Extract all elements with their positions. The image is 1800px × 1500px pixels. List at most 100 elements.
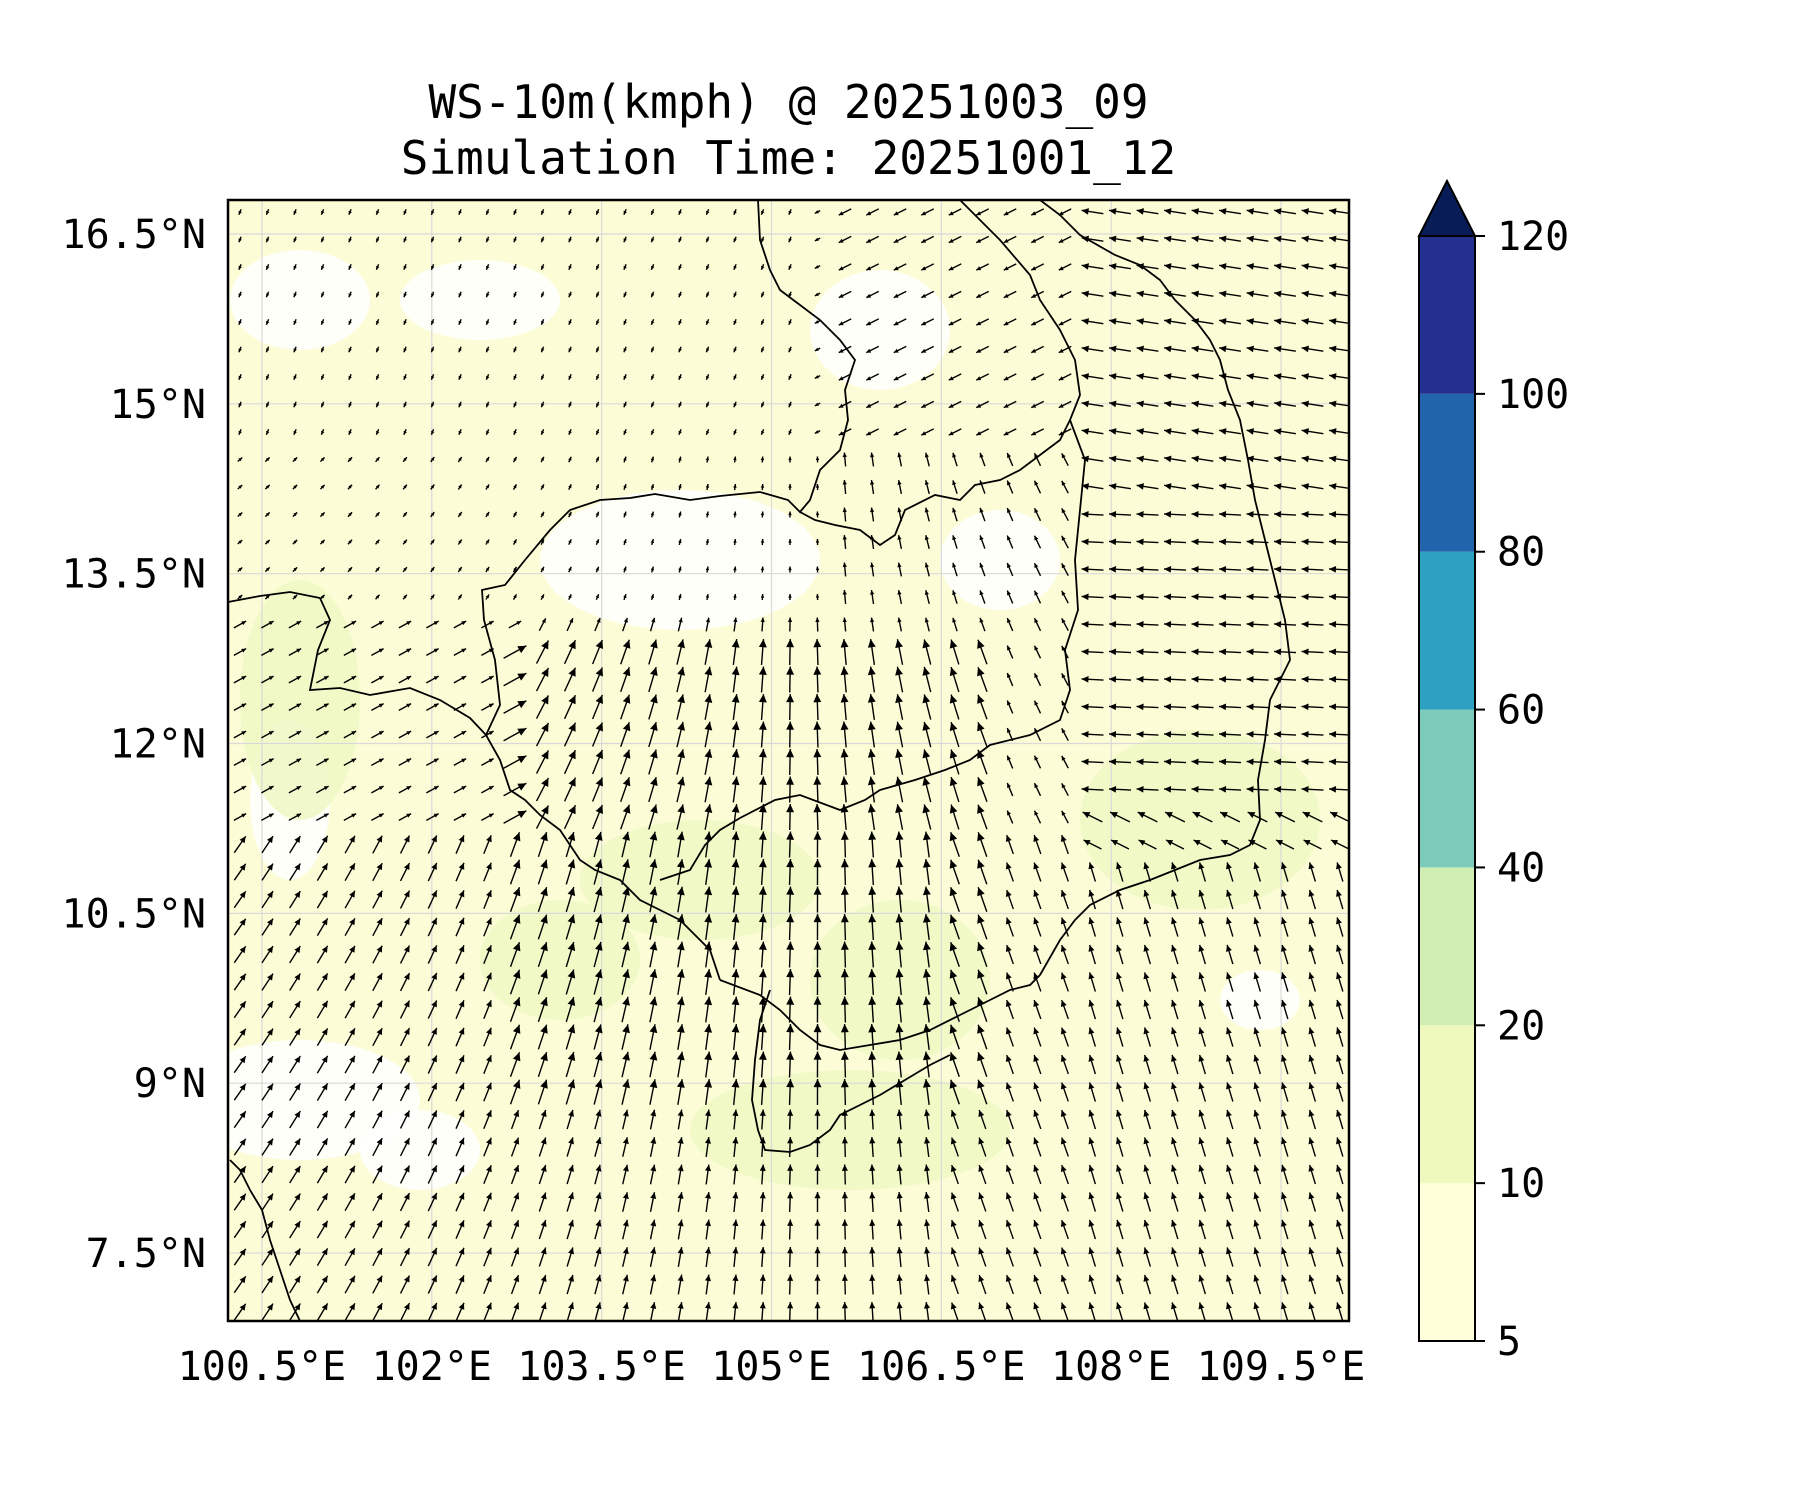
wind-arrow xyxy=(1328,620,1349,628)
wind-arrow xyxy=(895,858,904,886)
wind-arrow xyxy=(1329,263,1349,270)
wind-arrow xyxy=(895,1023,904,1051)
wind-arrow xyxy=(1246,758,1269,766)
wind-arrow xyxy=(316,1165,329,1184)
wind-arrow xyxy=(838,318,852,326)
wind-arrow xyxy=(622,1274,629,1295)
wind-arrow xyxy=(427,835,438,854)
wind-arrow xyxy=(1246,703,1269,711)
wind-arrow xyxy=(1281,1164,1289,1185)
wind-arrow xyxy=(455,1110,465,1129)
wind-arrow xyxy=(1033,1137,1042,1157)
wind-arrow xyxy=(320,346,325,353)
wind-arrow xyxy=(952,617,958,632)
wind-arrow xyxy=(1191,345,1214,353)
wind-arrow xyxy=(979,617,986,632)
wind-arrow xyxy=(261,758,274,766)
wind-arrow xyxy=(593,886,603,913)
wind-arrow xyxy=(1226,1219,1234,1240)
wind-arrow xyxy=(595,511,600,518)
wind-arrow xyxy=(1164,400,1186,408)
wind-arrow xyxy=(705,291,710,298)
wind-arrow xyxy=(978,1247,987,1267)
wind-arrow xyxy=(1246,565,1269,573)
wind-arrow xyxy=(537,859,548,885)
wind-arrow xyxy=(870,589,875,605)
wind-arrow xyxy=(896,1164,903,1185)
wind-arrow xyxy=(1088,1109,1097,1130)
wind-arrow xyxy=(733,456,737,463)
wind-arrow xyxy=(1109,400,1131,408)
wind-arrow xyxy=(503,727,527,742)
coastlines-and-borders xyxy=(228,200,1291,1321)
wind-arrow xyxy=(1060,1302,1069,1321)
wind-arrow xyxy=(1274,263,1296,270)
wind-arrow xyxy=(676,721,685,748)
wind-arrow xyxy=(949,914,960,940)
wind-arrow xyxy=(840,638,849,666)
wind-arrow xyxy=(483,999,492,1020)
lon-tick-label: 102°E xyxy=(372,1344,492,1390)
shading-patch xyxy=(690,1070,1010,1190)
wind-arrow xyxy=(481,648,494,656)
wind-arrow xyxy=(455,917,465,937)
wind-arrow xyxy=(457,456,463,463)
wind-arrow xyxy=(316,1138,329,1156)
wind-arrow xyxy=(292,594,298,600)
lon-tick-label: 105°E xyxy=(711,1344,831,1390)
wind-arrow xyxy=(595,263,600,271)
wind-arrow xyxy=(264,539,271,545)
wind-arrow xyxy=(1218,593,1242,601)
wind-arrow xyxy=(897,534,903,550)
wind-arrow xyxy=(1033,944,1042,965)
wind-arrow xyxy=(841,1301,848,1321)
wind-arrow xyxy=(485,539,490,545)
wind-arrow xyxy=(538,1219,547,1240)
wind-arrow xyxy=(649,1024,658,1050)
wind-arrow xyxy=(1218,538,1242,546)
wind-arrow xyxy=(1171,1054,1179,1075)
wind-arrow xyxy=(1336,1274,1344,1295)
wind-arrow xyxy=(265,373,270,381)
wind-arrow xyxy=(732,1219,739,1240)
wind-arrow xyxy=(1246,620,1269,628)
wind-arrow xyxy=(293,428,297,436)
wind-arrow xyxy=(1253,1164,1262,1185)
wind-arrow xyxy=(237,539,243,545)
wind-arrow xyxy=(949,639,960,665)
wind-arrow xyxy=(293,318,297,326)
wind-arrow xyxy=(649,1051,658,1078)
wind-arrow xyxy=(261,1248,274,1266)
wind-arrow xyxy=(427,945,438,964)
wind-arrow xyxy=(1060,1027,1069,1047)
wind-arrow xyxy=(403,428,407,436)
wind-arrow xyxy=(398,620,412,629)
wind-arrow xyxy=(319,511,326,518)
coastline-segment xyxy=(229,1159,301,1321)
wind-arrow xyxy=(485,263,490,271)
wind-arrow xyxy=(1060,862,1069,882)
wind-arrow xyxy=(1164,455,1186,463)
wind-arrow xyxy=(1136,565,1159,573)
wind-arrow xyxy=(787,1136,794,1158)
wind-arrow xyxy=(319,566,326,573)
wind-arrow xyxy=(705,318,710,326)
wind-arrow xyxy=(565,831,576,858)
wind-arrow xyxy=(1081,235,1104,243)
wind-arrow xyxy=(760,538,765,546)
wind-arrow xyxy=(481,703,494,711)
wind-arrow xyxy=(430,484,435,490)
wind-arrow xyxy=(842,479,847,495)
wind-arrow xyxy=(1003,208,1017,216)
wind-arrow xyxy=(1116,999,1124,1020)
wind-arrow xyxy=(513,263,517,271)
wind-arrow xyxy=(841,1274,848,1295)
wind-arrow xyxy=(343,703,357,711)
wind-arrow xyxy=(760,428,765,436)
wind-arrow xyxy=(1005,1302,1014,1321)
wind-arrow xyxy=(895,1078,904,1106)
wind-arrow xyxy=(677,1164,684,1185)
wind-arrow xyxy=(1164,373,1186,380)
wind-arrow xyxy=(1198,1137,1207,1157)
wind-arrow xyxy=(375,401,380,408)
